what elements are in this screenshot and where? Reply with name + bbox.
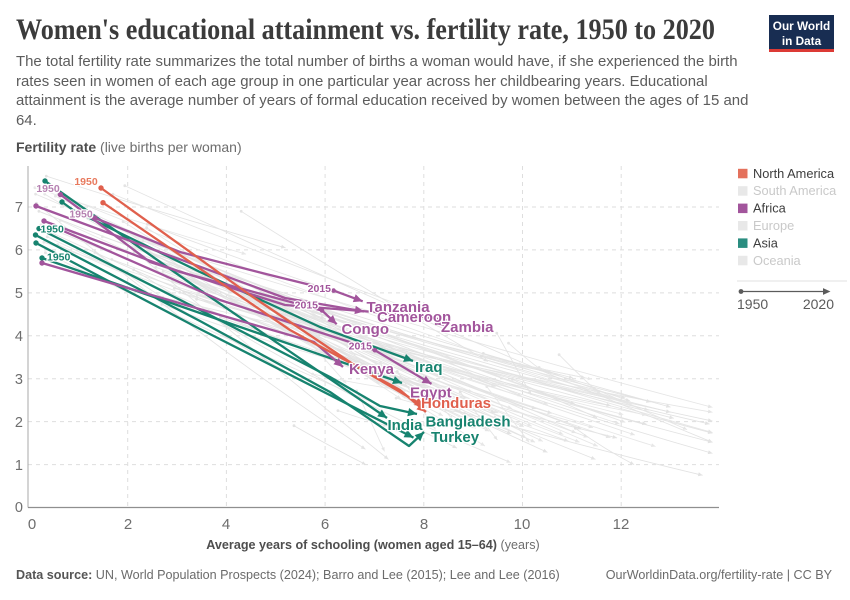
svg-text:1950: 1950 <box>41 224 65 236</box>
svg-text:Egypt: Egypt <box>410 385 452 402</box>
svg-text:Asia: Asia <box>753 235 779 250</box>
svg-text:Tanzania: Tanzania <box>367 299 431 316</box>
svg-text:Zambia: Zambia <box>441 319 494 336</box>
svg-text:3: 3 <box>15 372 23 388</box>
svg-text:Turkey: Turkey <box>431 429 480 446</box>
svg-text:6: 6 <box>321 516 329 533</box>
svg-text:8: 8 <box>420 516 428 533</box>
svg-text:2015: 2015 <box>349 341 373 353</box>
svg-text:Congo: Congo <box>342 321 389 338</box>
svg-text:4: 4 <box>15 329 23 345</box>
svg-text:2020: 2020 <box>803 296 834 312</box>
svg-text:2015: 2015 <box>295 300 319 312</box>
svg-text:1950: 1950 <box>47 252 71 264</box>
svg-text:12: 12 <box>613 516 630 533</box>
svg-text:6: 6 <box>15 243 23 259</box>
svg-text:Kenya: Kenya <box>349 361 395 378</box>
svg-text:0: 0 <box>15 500 23 516</box>
svg-text:2015: 2015 <box>308 283 332 295</box>
svg-text:India: India <box>388 417 424 434</box>
svg-text:7: 7 <box>15 200 23 216</box>
svg-text:Cameroon: Cameroon <box>377 309 451 326</box>
svg-text:Europe: Europe <box>753 218 794 233</box>
svg-text:Africa: Africa <box>753 201 787 216</box>
svg-text:1: 1 <box>15 458 23 474</box>
svg-text:5: 5 <box>15 286 23 302</box>
svg-text:2: 2 <box>15 415 23 431</box>
svg-text:Iraq: Iraq <box>415 359 443 376</box>
svg-text:South America: South America <box>753 183 837 198</box>
svg-text:1950: 1950 <box>74 176 98 188</box>
svg-text:Average years of schooling (wo: Average years of schooling (women aged 1… <box>206 538 539 552</box>
svg-text:North America: North America <box>753 166 835 181</box>
svg-text:2: 2 <box>124 516 132 533</box>
svg-text:Bangladesh: Bangladesh <box>426 414 511 431</box>
svg-text:0: 0 <box>28 516 36 533</box>
svg-text:Oceania: Oceania <box>753 253 802 268</box>
svg-text:10: 10 <box>514 516 531 533</box>
svg-text:1950: 1950 <box>737 296 768 312</box>
svg-text:1950: 1950 <box>36 183 60 195</box>
svg-text:4: 4 <box>222 516 230 533</box>
svg-text:1950: 1950 <box>69 208 93 220</box>
svg-text:Honduras: Honduras <box>421 395 491 412</box>
